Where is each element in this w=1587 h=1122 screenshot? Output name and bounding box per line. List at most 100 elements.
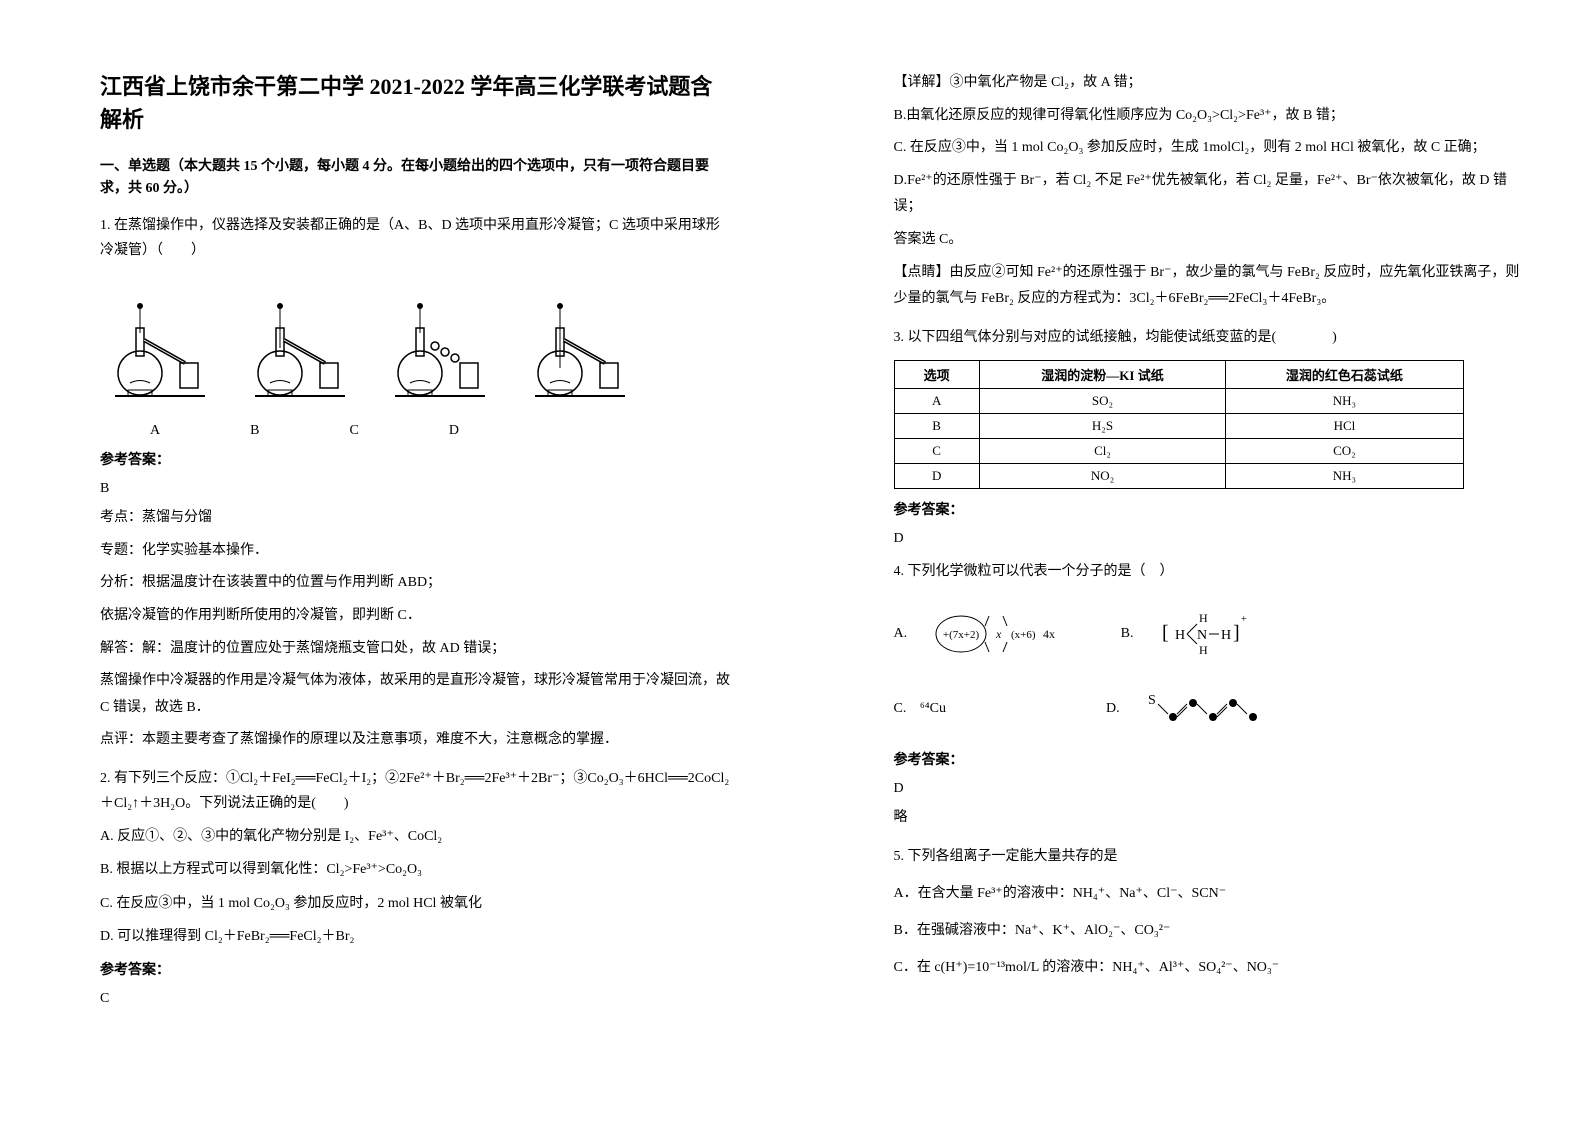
q5-stem: 5. 下列各组离子一定能大量共存的是: [894, 844, 1528, 869]
cell: NO₂: [979, 463, 1225, 488]
optB-label: B.: [1121, 626, 1134, 641]
q4-optC: C. ⁶⁴Cu: [894, 701, 946, 717]
svg-text:H: H: [1175, 628, 1185, 643]
svg-text:H: H: [1199, 643, 1208, 657]
left-column: 江西省上饶市余干第二中学 2021-2022 学年高三化学联考试题含解析 一、单…: [0, 0, 794, 1122]
q4-optB: B. [ H H N H H ] +: [1121, 599, 1267, 669]
q2-optA: A. 反应①、②、③中的氧化产物分别是 I₂、Fe³⁺、CoCl₂: [100, 824, 734, 849]
optC-label: C.: [894, 701, 907, 716]
detail-a: 【详解】③中氧化产物是 Cl₂，故 A 错；: [894, 70, 1528, 97]
th-2: 湿润的红色石蕊试纸: [1226, 360, 1463, 388]
th-0: 选项: [894, 360, 979, 388]
svg-text:[: [: [1162, 622, 1169, 644]
q4-answer: D: [894, 781, 1528, 797]
right-column: 【详解】③中氧化产物是 Cl₂，故 A 错； B.由氧化还原反应的规律可得氧化性…: [794, 0, 1587, 1122]
cell: HCl: [1226, 413, 1463, 438]
table-row: A SO₂ NH₃: [894, 388, 1463, 413]
q2-stem: 2. 有下列三个反应：①Cl₂＋FeI₂══FeCl₂＋I₂；②2Fe²⁺＋Br…: [100, 766, 734, 816]
q4-optA: A. +(7x+2) x (x+6) 4x: [894, 599, 1081, 669]
q1-kaodian: 考点：蒸馏与分馏: [100, 505, 734, 532]
detail-a-text: ③中氧化产物是 Cl₂，故 A 错；: [950, 75, 1142, 90]
formula-a-icon: +(7x+2) x (x+6) 4x: [931, 604, 1061, 664]
q4-lue: 略: [894, 805, 1528, 832]
q4-stem: 4. 下列化学微粒可以代表一个分子的是（ ）: [894, 559, 1528, 584]
label-d: D: [449, 423, 459, 439]
dianjing: 【点睛】由反应②可知 Fe²⁺的还原性强于 Br⁻，故少量的氯气与 FeBr₂ …: [894, 260, 1528, 313]
q5-optC: C．在 c(H⁺)=10⁻¹³mol/L 的溶液中：NH₄⁺、Al³⁺、SO₄²…: [894, 955, 1528, 980]
label-b: B: [250, 423, 259, 439]
zhuanti-label: 专题：: [100, 543, 142, 558]
cell: C: [894, 438, 979, 463]
svg-text:+(7x+2): +(7x+2): [943, 629, 980, 641]
cell: CO₂: [1226, 438, 1463, 463]
q1-zhuanti: 专题：化学实验基本操作．: [100, 538, 734, 565]
q4-row2: C. ⁶⁴Cu D. S: [894, 684, 1528, 734]
zhuanti-text: 化学实验基本操作．: [142, 543, 268, 558]
table-row: D NO₂ NH₃: [894, 463, 1463, 488]
apparatus-a: [100, 278, 220, 408]
th-1: 湿润的淀粉—KI 试纸: [979, 360, 1225, 388]
q1-answer-label: 参考答案：: [100, 449, 734, 469]
kaodian-text: 蒸馏与分馏: [142, 510, 212, 525]
q4-optD: D. S: [1106, 684, 1293, 734]
q3-stem: 3. 以下四组气体分别与对应的试纸接触，均能使试纸变蓝的是( ): [894, 325, 1528, 350]
cell: NH₃: [1226, 463, 1463, 488]
svg-text:S: S: [1148, 693, 1156, 708]
apparatus-row: [100, 278, 734, 408]
q1-jieda2: 蒸馏操作中冷凝器的作用是冷凝气体为液体，故采用的是直形冷凝管，球形冷凝管常用于冷…: [100, 668, 734, 721]
svg-text:+: +: [1241, 614, 1247, 625]
optA-label: A.: [894, 626, 908, 641]
formula-b-icon: [ H H N H H ] +: [1157, 604, 1247, 664]
svg-text:]: ]: [1233, 622, 1240, 644]
svg-text:N: N: [1197, 628, 1207, 643]
q1-jieda: 解答：解：温度计的位置应处于蒸馏烧瓶支管口处，故 AD 错误；: [100, 636, 734, 663]
cell: D: [894, 463, 979, 488]
apparatus-b: [240, 278, 360, 408]
svg-text:4x: 4x: [1043, 627, 1055, 641]
cell: A: [894, 388, 979, 413]
q5-optA: A．在含大量 Fe³⁺的溶液中：NH₄⁺、Na⁺、Cl⁻、SCN⁻: [894, 881, 1528, 906]
detail-d: D.Fe²⁺的还原性强于 Br⁻，若 Cl₂ 不足 Fe²⁺优先被氧化，若 Cl…: [894, 168, 1528, 221]
q1-fenxi2: 依据冷凝管的作用判断所使用的冷凝管，即判断 C．: [100, 603, 734, 630]
jieda-text: 解：温度计的位置应处于蒸馏烧瓶支管口处，故 AD 错误；: [142, 641, 505, 656]
fenxi-label: 分析：: [100, 575, 142, 590]
q2-answer-label: 参考答案：: [100, 959, 734, 979]
detail-b: B.由氧化还原反应的规律可得氧化性顺序应为 Co₂O₃>Cl₂>Fe³⁺，故 B…: [894, 103, 1528, 130]
q2-optB: B. 根据以上方程式可以得到氧化性：Cl₂>Fe³⁺>Co₂O₃: [100, 857, 734, 882]
dianping-text: 本题主要考查了蒸馏操作的原理以及注意事项，难度不大，注意概念的掌握．: [142, 732, 618, 747]
cell: NH₃: [1226, 388, 1463, 413]
svg-text:H: H: [1221, 628, 1231, 643]
q3-answer: D: [894, 531, 1528, 547]
q2-optC: C. 在反应③中，当 1 mol Co₂O₃ 参加反应时，2 mol HCl 被…: [100, 891, 734, 916]
cell: H₂S: [979, 413, 1225, 438]
apparatus-labels: A B C D: [150, 423, 734, 439]
optC-text: ⁶⁴Cu: [920, 701, 946, 716]
q2-optD: D. 可以推理得到 Cl₂＋FeBr₂══FeCl₂＋Br₂: [100, 924, 734, 949]
detail-c: C. 在反应③中，当 1 mol Co₂O₃ 参加反应时，生成 1molCl₂，…: [894, 135, 1528, 162]
q1-stem: 1. 在蒸馏操作中，仪器选择及安装都正确的是（A、B、D 选项中采用直形冷凝管；…: [100, 213, 734, 263]
dianping-label: 点评：: [100, 732, 142, 747]
optD-label: D.: [1106, 701, 1120, 716]
q3-answer-label: 参考答案：: [894, 499, 1528, 519]
q1-dianping: 点评：本题主要考查了蒸馏操作的原理以及注意事项，难度不大，注意概念的掌握．: [100, 727, 734, 754]
apparatus-c: [380, 278, 500, 408]
detail-label: 【详解】: [894, 75, 950, 90]
cell: B: [894, 413, 979, 438]
q4-row1: A. +(7x+2) x (x+6) 4x B. [ H H N: [894, 599, 1528, 669]
q1-fenxi: 分析：根据温度计在该装置中的位置与作用判断 ABD；: [100, 570, 734, 597]
q2-answer: C: [100, 991, 734, 1007]
formula-d-icon: S: [1143, 689, 1273, 729]
q3-table: 选项 湿润的淀粉—KI 试纸 湿润的红色石蕊试纸 A SO₂ NH₃ B H₂S…: [894, 360, 1464, 489]
exam-title: 江西省上饶市余干第二中学 2021-2022 学年高三化学联考试题含解析: [100, 70, 734, 136]
cell: Cl₂: [979, 438, 1225, 463]
svg-text:H: H: [1199, 611, 1208, 625]
label-c: C: [349, 423, 358, 439]
table-row: B H₂S HCl: [894, 413, 1463, 438]
apparatus-d: [520, 278, 640, 408]
q5-optB: B．在强碱溶液中：Na⁺、K⁺、AlO₂⁻、CO₃²⁻: [894, 918, 1528, 943]
dianjing-text: 由反应②可知 Fe²⁺的还原性强于 Br⁻，故少量的氯气与 FeBr₂ 反应时，…: [894, 265, 1520, 307]
dianjing-label: 【点睛】: [894, 265, 950, 280]
label-a: A: [150, 423, 160, 439]
fenxi-text: 根据温度计在该装置中的位置与作用判断 ABD；: [142, 575, 441, 590]
q4-answer-label: 参考答案：: [894, 749, 1528, 769]
